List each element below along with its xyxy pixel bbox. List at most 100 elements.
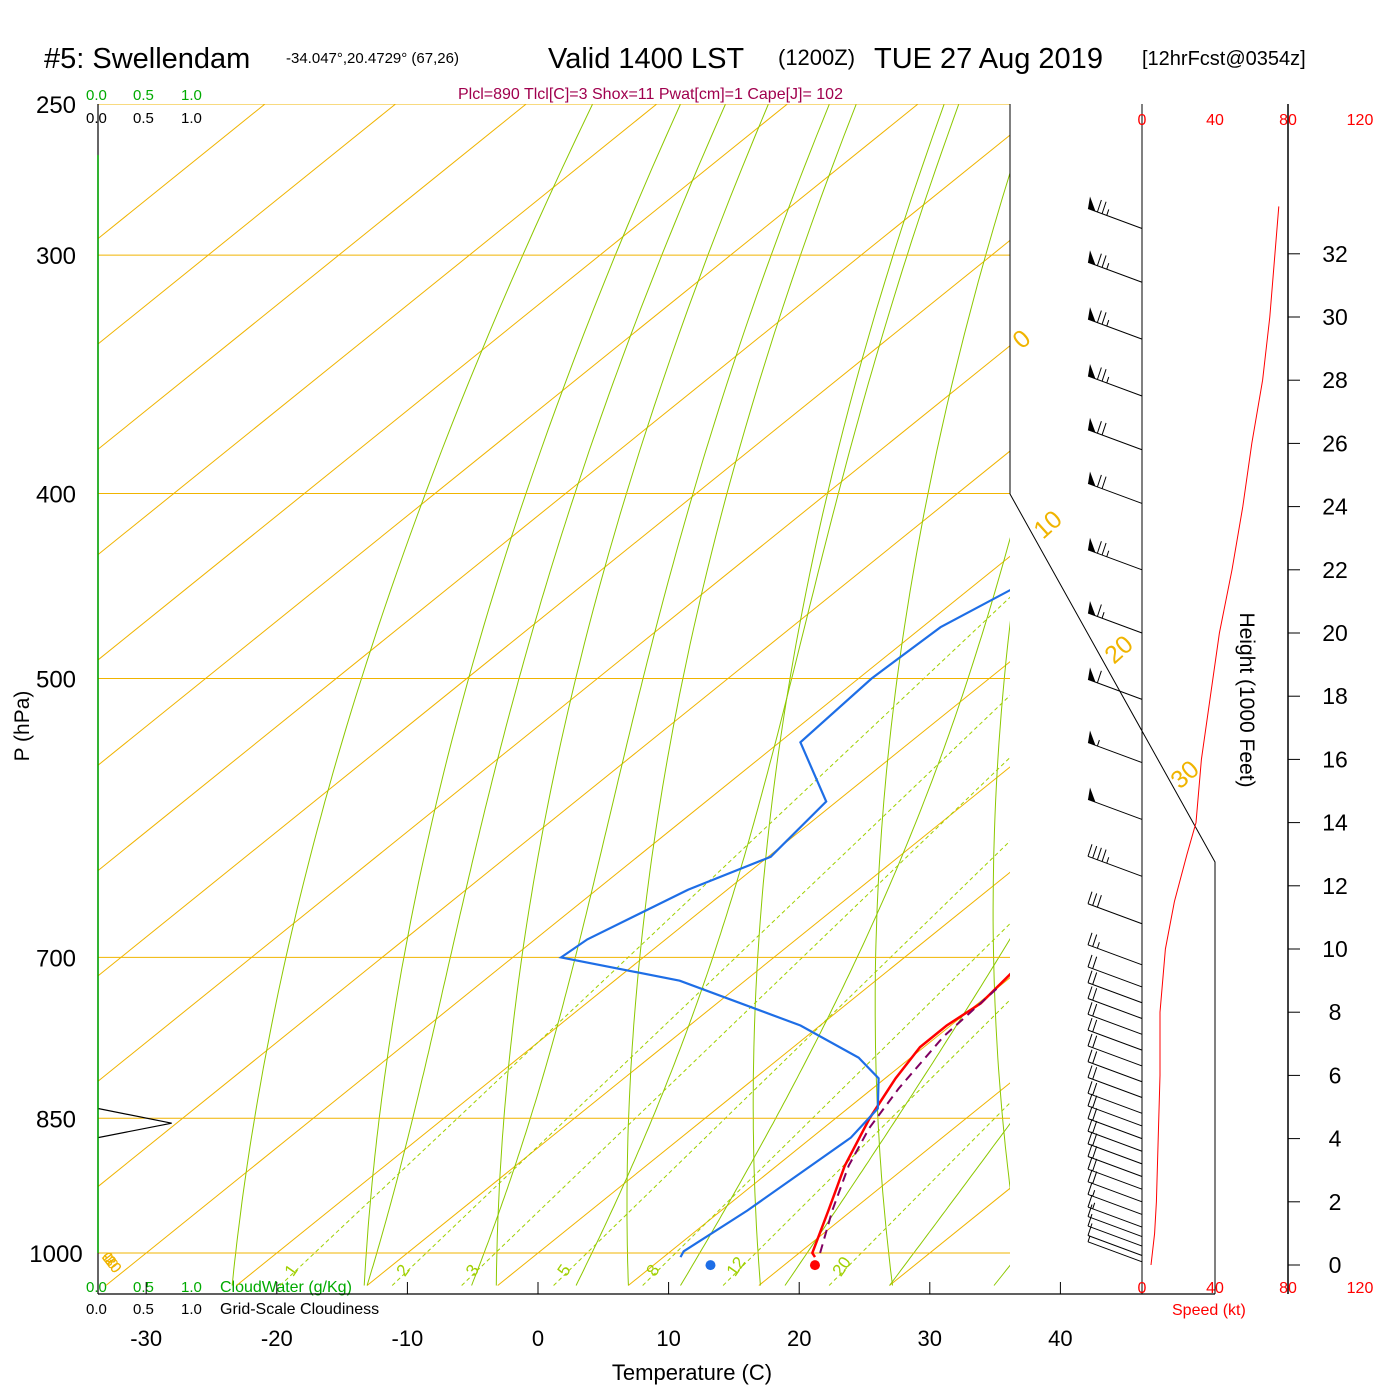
cloud-bottom-green-0: 0.0 [86, 1279, 107, 1296]
temperature-tick-label: 0 [532, 1326, 544, 1351]
station-title: #5: Swellendam [44, 43, 250, 75]
temperature-tick-label: -20 [261, 1326, 293, 1351]
wind-barb-staff [1087, 1118, 1143, 1140]
wind-barb-half [1106, 263, 1110, 270]
pressure-tick-label: 400 [36, 482, 76, 509]
pressure-tick-label: 500 [36, 667, 76, 694]
wind-barb-full [1087, 1223, 1093, 1236]
wind-barb-full [1096, 604, 1102, 617]
surface-dewpoint-marker [705, 1260, 716, 1271]
dry-adiabat [992, 620, 1010, 1191]
cloud-top-black-1: 0.5 [133, 110, 154, 127]
wind-barb-flag [1088, 196, 1096, 212]
temperature-tick-label: 30 [918, 1326, 942, 1351]
wind-barb [1087, 730, 1143, 764]
wind-barb-half [1101, 612, 1105, 619]
height-tick-label: 6 [1329, 1062, 1342, 1088]
moist-adiabat [471, 104, 830, 1286]
wind-barb-full [1092, 1019, 1098, 1033]
mixing-ratio-line [391, 694, 1010, 1286]
wind-barb-full [1092, 1082, 1098, 1096]
wind-barb-full [1096, 670, 1102, 683]
sounding-profiles [98, 588, 1010, 1271]
wind-barb-full [1092, 1067, 1098, 1080]
wind-barb-full [1087, 1119, 1093, 1132]
height-tick-label: 2 [1329, 1189, 1342, 1215]
wind-barb [1087, 364, 1143, 397]
wind-barb-full [1096, 310, 1102, 323]
stability-indices: Plcl=890 Tlcl[C]=3 Shox=11 Pwat[cm]=1 Ca… [458, 86, 843, 103]
wind-barb-full [1092, 1051, 1098, 1064]
wind-barb-full [1092, 934, 1098, 947]
forecast-info: [12hrFcst@0354z] [1142, 48, 1306, 70]
wind-barb-staff [1087, 1168, 1143, 1190]
isotherm-line [98, 104, 658, 556]
isotherm-line [497, 871, 1010, 1286]
wind-barb [1087, 601, 1143, 634]
valid-time: Valid 1400 LST [548, 43, 744, 75]
cloud-bottom-green-1: 0.5 [133, 1279, 154, 1296]
wind-barb-full [1092, 1133, 1098, 1146]
wind-barb-full [1092, 1120, 1098, 1134]
wind-barb-full [1087, 1194, 1093, 1208]
wind-barb-full [1087, 1065, 1093, 1078]
wind-barb-flag [1088, 787, 1096, 803]
temperature-tick-label: 40 [1048, 1326, 1072, 1351]
wind-barb-staff [1087, 1156, 1143, 1177]
dry-adiabat [495, 104, 769, 1286]
speed-tick-label-top: 80 [1279, 112, 1297, 129]
wind-barb-full [1101, 201, 1107, 214]
pressure-tick-label: 850 [36, 1106, 76, 1133]
wind-barb-full [1087, 1049, 1093, 1062]
speed-tick-label-bottom: 120 [1347, 1280, 1374, 1297]
wind-barb [1087, 1049, 1143, 1083]
isotherm-line [98, 104, 397, 345]
wind-barb-half [1106, 550, 1110, 557]
wind-barb-flag [1088, 601, 1096, 616]
wind-barb [1087, 1235, 1143, 1263]
wind-barb-full [1092, 956, 1098, 969]
wind-barb [1087, 417, 1143, 451]
wind-barb-full [1092, 972, 1098, 985]
isotherm-label: 10 [98, 1249, 122, 1273]
cloudwater-label: CloudWater (g/Kg) [220, 1279, 352, 1296]
mixing-ratio-line [553, 840, 1010, 1286]
cloud-bottom-black-1: 0.5 [133, 1301, 154, 1318]
height-tick-label: 4 [1329, 1126, 1342, 1152]
wind-barb [1087, 1065, 1143, 1098]
dry-adiabat [874, 171, 1010, 1286]
cloud-top-black-0: 0.0 [86, 110, 107, 127]
wind-barb-full [1087, 954, 1093, 968]
wind-barb-full [1087, 1131, 1093, 1145]
height-tick-label: 32 [1322, 241, 1348, 267]
wind-barb-full [1087, 1093, 1093, 1107]
pressure-tick-label: 300 [36, 243, 76, 270]
wind-barb-staff [1087, 1130, 1143, 1152]
wind-barb-staff [1087, 1206, 1143, 1228]
height-tick-label: 18 [1322, 683, 1348, 709]
height-tick-label: 12 [1322, 873, 1348, 899]
wind-barb-full [1087, 1157, 1093, 1170]
wind-barb-full [1092, 1035, 1098, 1048]
wind-speed-profile [1150, 206, 1280, 1266]
wind-barb-full [1087, 1002, 1093, 1015]
pressure-tick-label: 250 [36, 92, 76, 119]
wind-barb [1087, 844, 1143, 877]
cloud-top-green-0: 0.0 [86, 87, 107, 104]
isotherm-line [98, 134, 1010, 872]
speed-tick-label-bottom: 0 [1138, 1280, 1147, 1297]
wind-barb-full [1092, 893, 1098, 906]
moist-adiabat [784, 938, 1010, 1286]
station-coords: -34.047°,20.4729° (67,26) [286, 50, 459, 67]
height-tick-label: 20 [1322, 620, 1348, 646]
wind-barb-staff [1087, 798, 1143, 820]
moist-adiabat [575, 104, 960, 1286]
wind-barb-staff [1087, 982, 1143, 1004]
wind-barb-staff [1087, 1143, 1143, 1165]
dry-adiabat [231, 104, 594, 1286]
wind-barb-full [1092, 1003, 1098, 1017]
wind-barb-half [1096, 942, 1100, 949]
wind-barb-flag [1088, 250, 1096, 266]
